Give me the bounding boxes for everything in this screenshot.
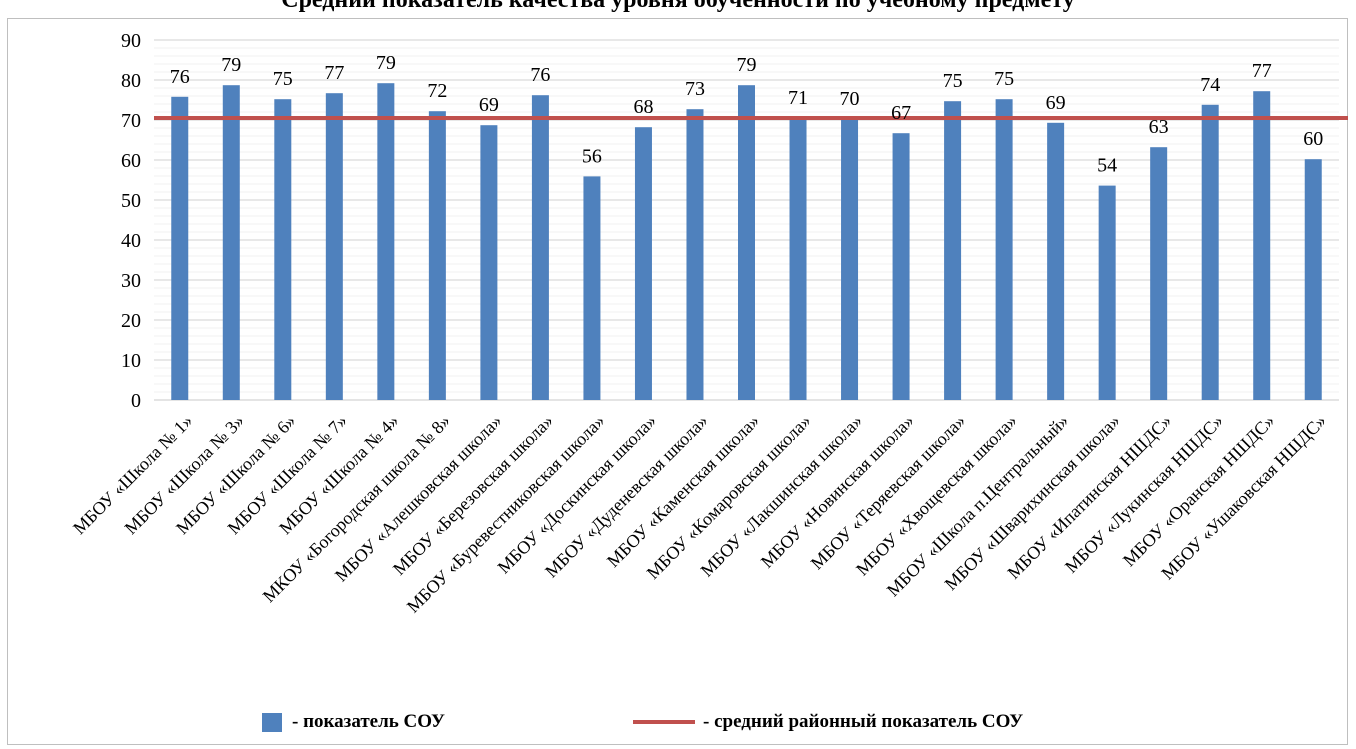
data-label: 76 xyxy=(170,66,190,88)
bar xyxy=(532,95,549,400)
legend-label-bar-series: - показатель СОУ xyxy=(292,711,445,733)
bar xyxy=(480,125,497,400)
data-label: 79 xyxy=(376,52,396,74)
y-tick-label: 10 xyxy=(121,350,141,372)
bar xyxy=(686,109,703,400)
data-label: 71 xyxy=(788,87,808,109)
bar xyxy=(996,99,1013,400)
data-label: 79 xyxy=(737,54,757,76)
y-tick-label: 0 xyxy=(131,390,141,412)
bar xyxy=(1202,105,1219,400)
data-label: 75 xyxy=(943,70,963,92)
bar xyxy=(429,111,446,400)
legend-swatch-line xyxy=(633,720,695,724)
data-label: 76 xyxy=(530,64,550,86)
x-tick-label: МКОУ «Богородская школа № 8» xyxy=(259,411,455,607)
y-tick-label: 90 xyxy=(121,30,141,52)
bar xyxy=(274,99,291,400)
bar xyxy=(1150,147,1167,400)
data-label: 67 xyxy=(891,102,911,124)
bar xyxy=(1253,91,1270,400)
y-tick-label: 60 xyxy=(121,150,141,172)
bar xyxy=(326,93,343,400)
data-label: 77 xyxy=(324,62,344,84)
legend-label-reference-line: - средний районный показатель СОУ xyxy=(703,711,1023,733)
bar xyxy=(1099,186,1116,400)
legend-swatch-bar xyxy=(262,713,282,732)
bar xyxy=(944,101,961,400)
y-axis-ticks: 0 10 20 30 40 50 60 70 80 90 xyxy=(121,30,141,412)
bar xyxy=(738,85,755,400)
data-label: 56 xyxy=(582,145,602,167)
legend-item-reference-line: - средний районный показатель СОУ xyxy=(633,705,1023,739)
y-tick-label: 70 xyxy=(121,110,141,132)
data-label: 75 xyxy=(994,68,1014,90)
data-label: 54 xyxy=(1097,155,1117,177)
data-label: 69 xyxy=(479,94,499,116)
bar xyxy=(841,119,858,400)
bar xyxy=(583,176,600,400)
y-tick-label: 80 xyxy=(121,70,141,92)
legend-item-bar-series: - показатель СОУ xyxy=(262,705,445,739)
data-label: 72 xyxy=(427,80,447,102)
bar xyxy=(893,133,910,400)
bar xyxy=(635,127,652,400)
data-label: 70 xyxy=(840,88,860,110)
y-tick-label: 20 xyxy=(121,310,141,332)
data-label: 75 xyxy=(273,68,293,90)
bar xyxy=(223,85,240,400)
legend: - показатель СОУ - средний районный пока… xyxy=(262,705,1162,739)
data-label: 74 xyxy=(1200,74,1220,96)
bar xyxy=(171,97,188,400)
data-label: 69 xyxy=(1046,92,1066,114)
data-label: 60 xyxy=(1303,128,1323,150)
bar xyxy=(1047,123,1064,400)
x-axis-ticks: МБОУ «Школа № 1»МБОУ «Школа № 3»МБОУ «Шк… xyxy=(69,411,1330,617)
bar xyxy=(1305,159,1322,400)
data-label: 68 xyxy=(633,96,653,118)
bar xyxy=(377,83,394,400)
bar xyxy=(790,118,807,400)
data-label: 77 xyxy=(1252,60,1272,82)
y-tick-label: 40 xyxy=(121,230,141,252)
data-label: 79 xyxy=(221,54,241,76)
data-label: 63 xyxy=(1149,116,1169,138)
data-label: 73 xyxy=(685,78,705,100)
y-tick-label: 50 xyxy=(121,190,141,212)
y-tick-label: 30 xyxy=(121,270,141,292)
